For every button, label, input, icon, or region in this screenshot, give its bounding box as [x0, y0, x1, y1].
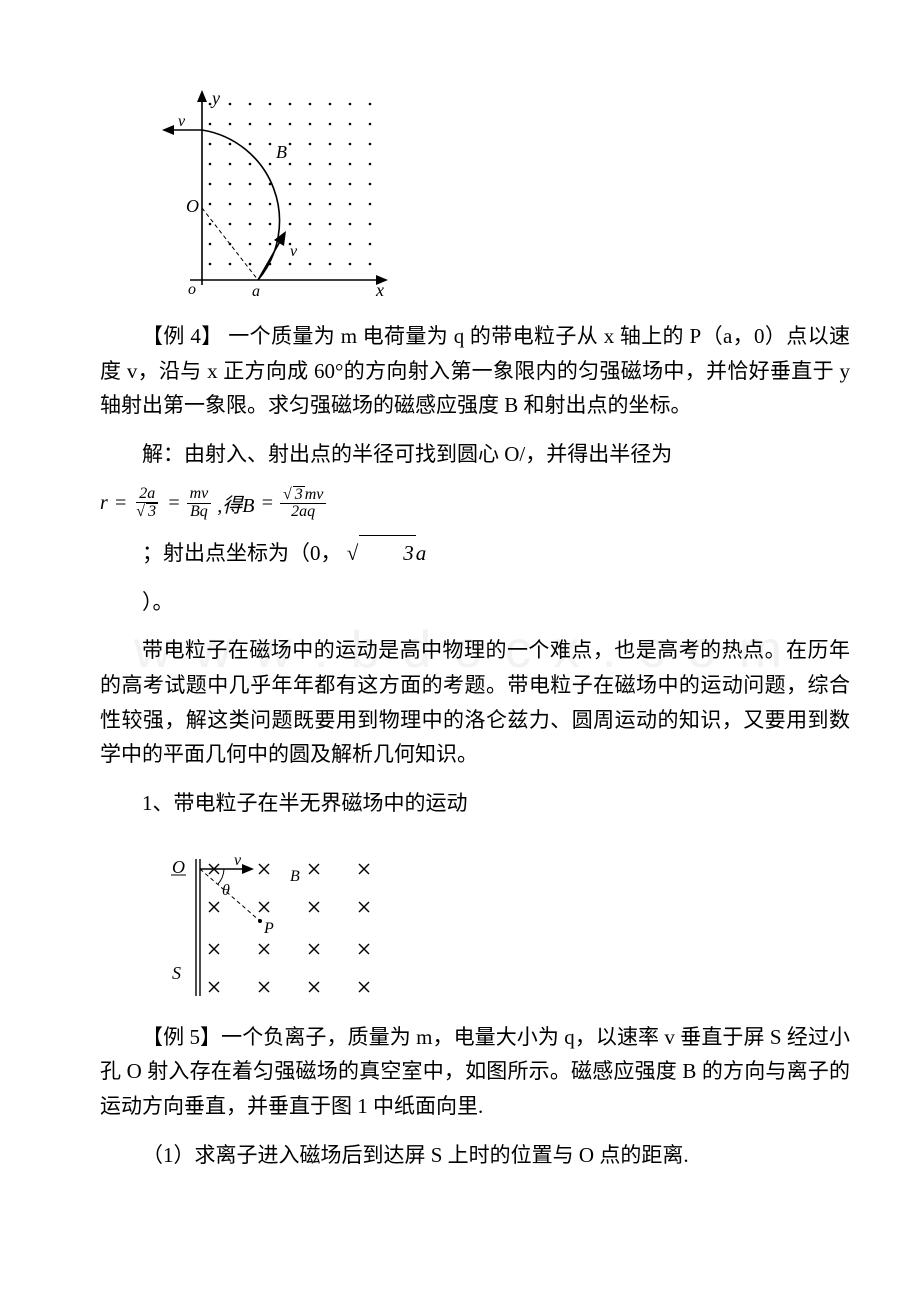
origin-label: o	[188, 281, 196, 298]
example-5-text: 【例 5】一个负离子，质量为 m，电量大小为 q，以速率 v 垂直于屏 S 经过…	[100, 1020, 850, 1124]
axis-x-label: x	[375, 280, 384, 300]
section-1-title: 1、带电粒子在半无界磁场中的运动	[100, 786, 850, 821]
field-B-label: B	[276, 142, 287, 162]
example-4-text: 【例 4】 一个质量为 m 电荷量为 q 的带电粒子从 x 轴上的 P（a，0）…	[100, 319, 850, 423]
center-label: O	[186, 196, 199, 216]
solution-intro: 解：由射入、射出点的半径可找到圆心 O/，并得出半径为	[100, 437, 850, 472]
exit-coord-line-a: ；射出点坐标为（0， √3a	[100, 535, 850, 571]
exit-coord-line-b: ）。	[100, 585, 850, 620]
formula-radius: r = 2a √3 = mv Bq ,得B = √3mv 2aq	[100, 486, 850, 522]
hole-O-label: O	[172, 857, 185, 877]
intro-paragraph: 带电粒子在磁场中的运动是高中物理的一个难点，也是高考的热点。在历年的高考试题中几…	[100, 633, 850, 772]
point-P-label: P	[263, 920, 274, 937]
example-4-title: 【例 4】	[142, 324, 223, 348]
axis-y-label: y	[210, 90, 220, 108]
figure-1: y x o a v O B	[160, 90, 850, 305]
point-a-label: a	[252, 283, 260, 300]
screen-S-label: S	[172, 963, 181, 983]
theta-label: θ	[222, 882, 230, 899]
question-1: （1）求离子进入磁场后到达屏 S 上时的位置与 O 点的距离.	[100, 1138, 850, 1173]
velocity-top-label: v	[178, 113, 186, 130]
figure-2: S O v P θ B	[160, 851, 850, 1006]
velocity-bot-label: v	[290, 243, 298, 260]
example-5-title: 【例 5】	[142, 1025, 221, 1049]
field-B-label-2: B	[290, 868, 300, 885]
velocity-label: v	[234, 852, 242, 869]
